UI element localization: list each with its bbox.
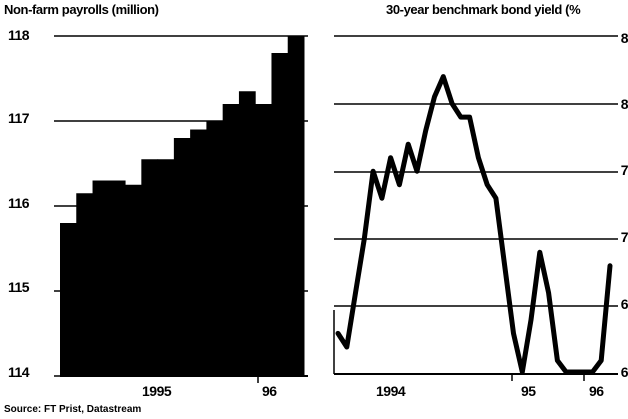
- bar: [108, 180, 126, 376]
- right-y-tick: 6: [620, 296, 628, 312]
- bar: [173, 138, 191, 376]
- bar: [222, 104, 240, 376]
- right-y-tick: 6: [620, 364, 628, 380]
- bar: [255, 104, 272, 376]
- right-chart-title: 30-year benchmark bond yield (%: [386, 2, 581, 17]
- left-y-tick: 115: [8, 279, 30, 295]
- left-y-tick: 116: [8, 195, 30, 211]
- bar: [271, 53, 289, 376]
- left-y-tick: 118: [8, 27, 30, 43]
- left-y-tick: 114: [8, 364, 30, 380]
- right-y-tick: 7: [620, 229, 628, 245]
- left-x-tick: 1995: [142, 383, 172, 399]
- bar: [190, 129, 207, 376]
- left-y-tick: 117: [8, 110, 30, 126]
- right-y-tick: 7: [620, 162, 628, 178]
- bar: [238, 91, 256, 376]
- bar: [92, 180, 110, 376]
- bond-yield-line: [335, 74, 613, 375]
- left-chart-title: Non-farm payrolls (million): [4, 2, 159, 17]
- bar: [141, 159, 159, 376]
- right-y-tick: 8: [620, 30, 628, 46]
- bar: [157, 159, 175, 376]
- right-x-tick: 96: [589, 383, 604, 399]
- right-x-tick: 1994: [376, 383, 406, 399]
- bar: [125, 184, 142, 376]
- right-x-tick: 95: [521, 383, 536, 399]
- bar: [287, 36, 305, 376]
- source-note: Source: FT Prist, Datastream: [4, 404, 142, 415]
- bar: [60, 223, 77, 376]
- bar: [76, 193, 94, 376]
- left-x-tick: 96: [262, 383, 277, 399]
- bar: [206, 121, 224, 376]
- right-y-tick: 8: [620, 96, 628, 112]
